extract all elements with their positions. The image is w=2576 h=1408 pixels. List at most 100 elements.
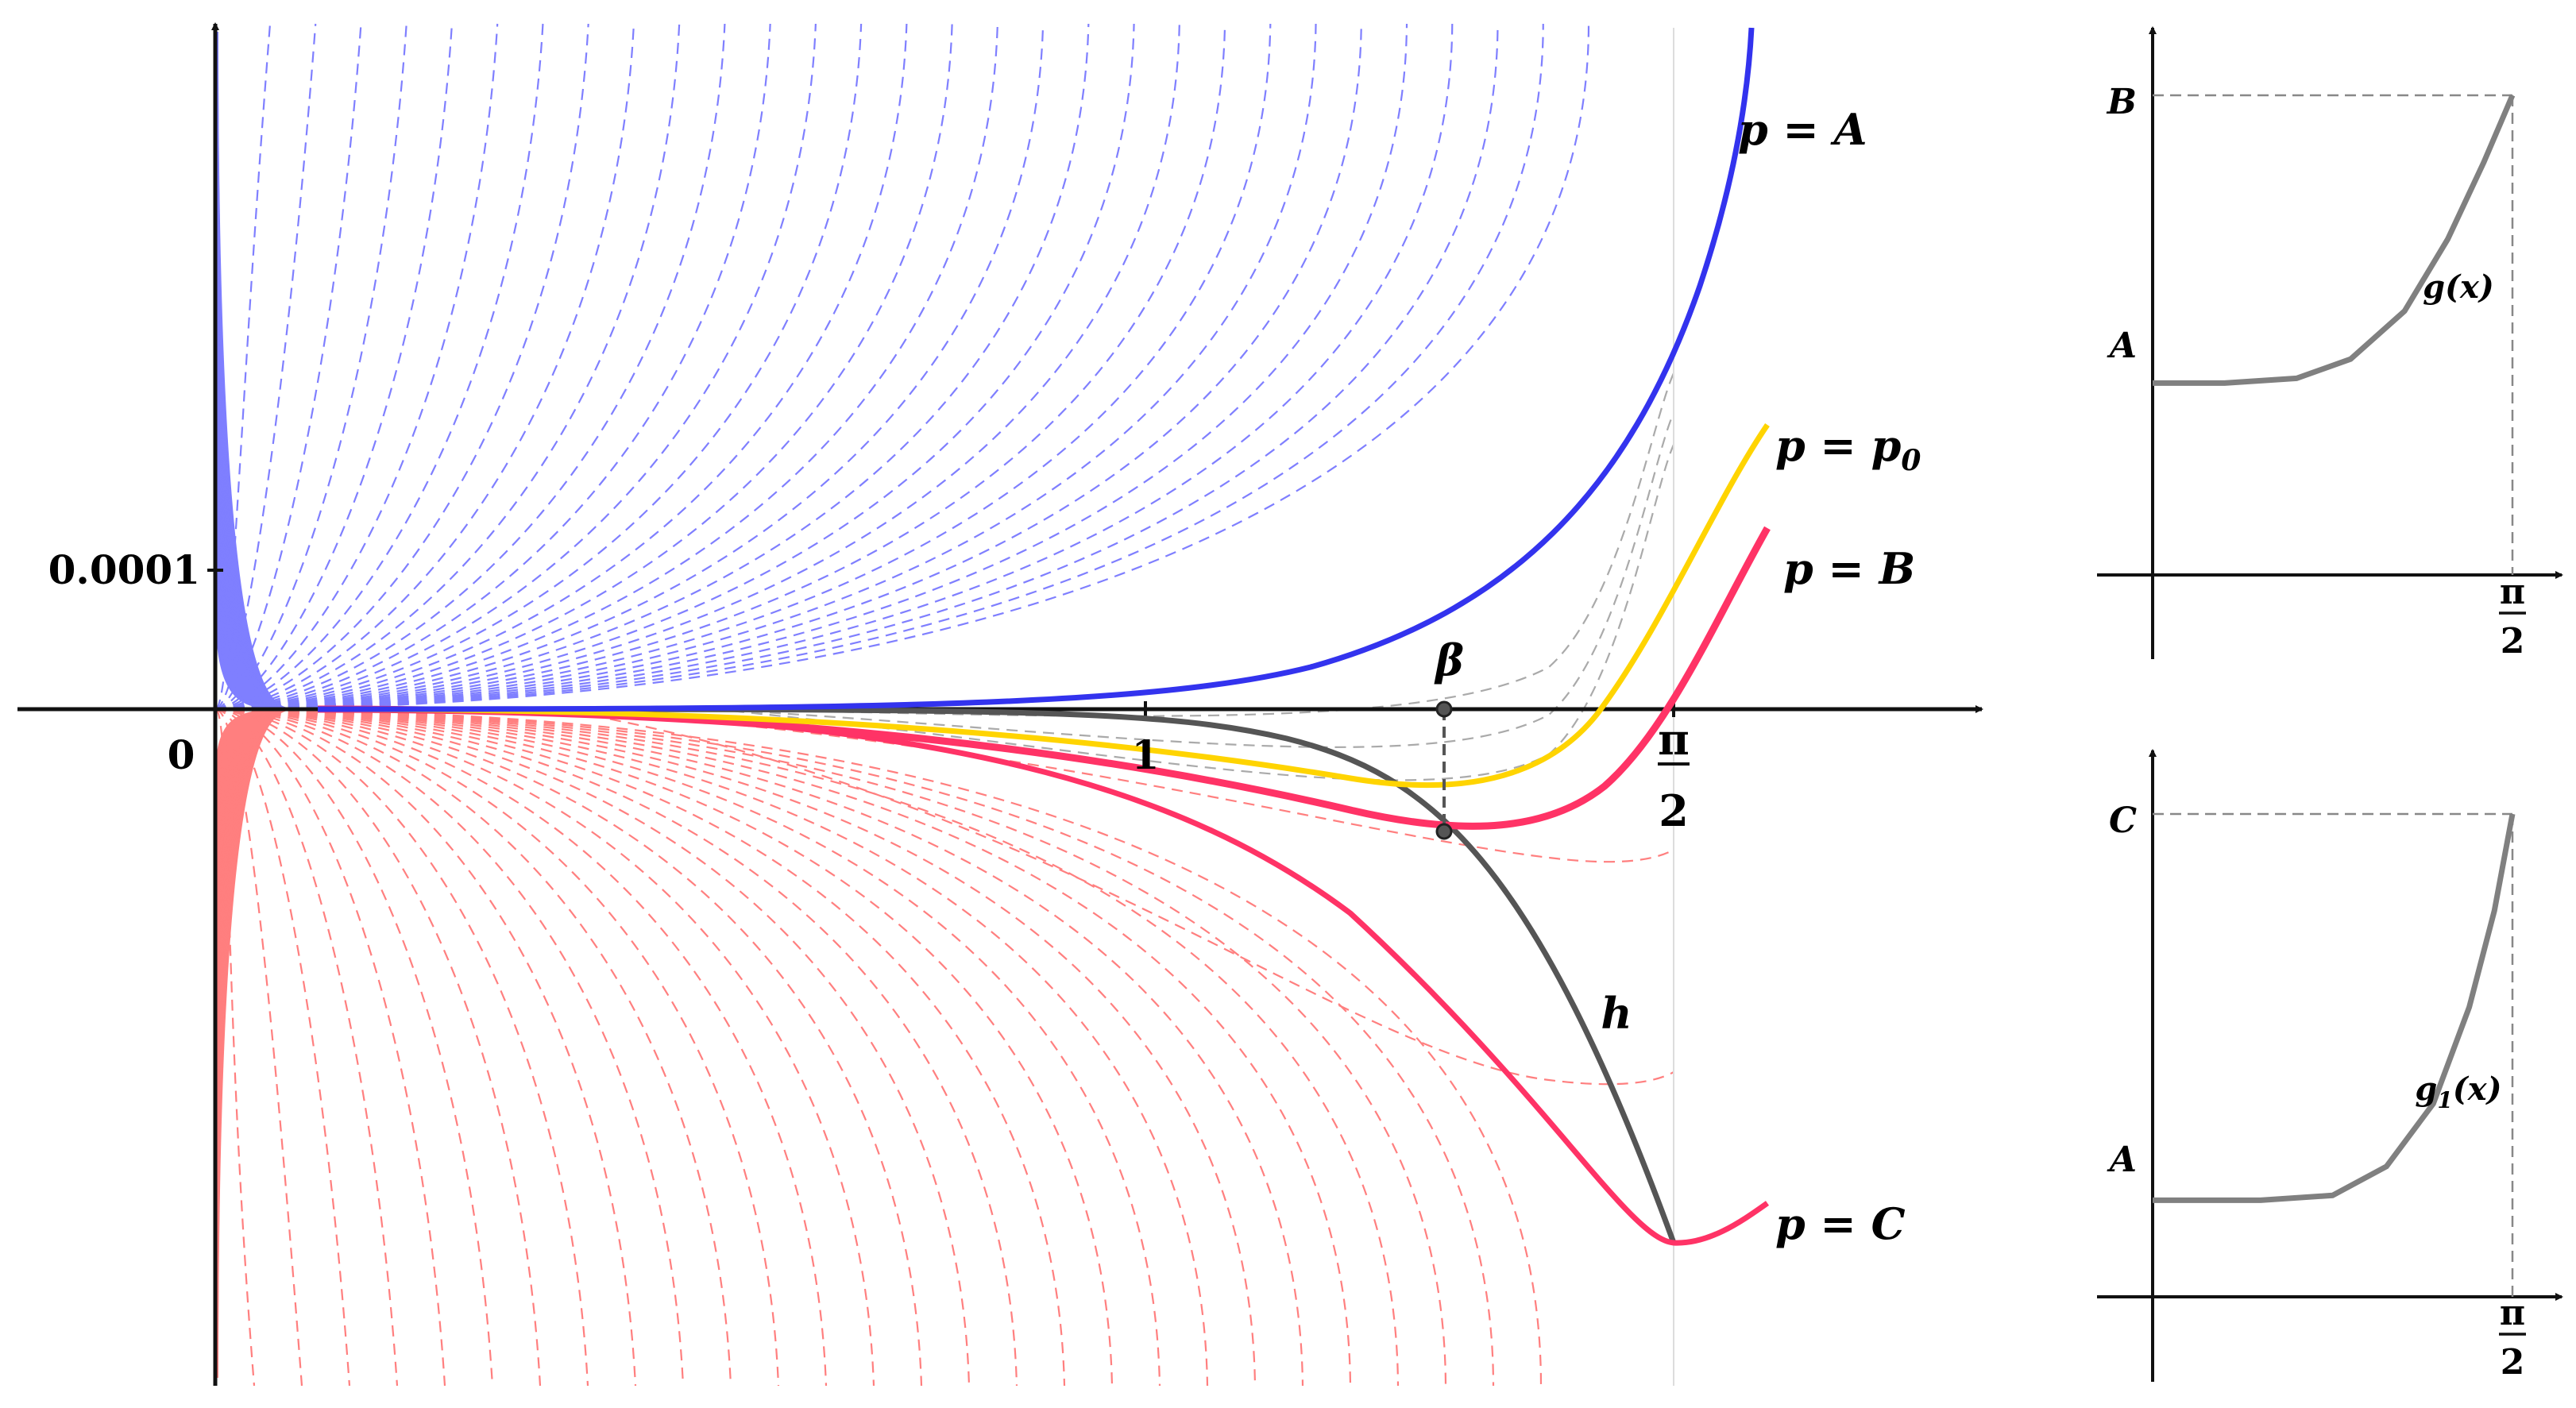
gray-dashed-curve [714,372,1675,717]
pi-half-numerator: π [1658,714,1690,765]
red-dashed-curve [214,708,1447,1387]
label-g1-x-sub: 1 [2437,1087,2452,1113]
inset-g1-x-tick-label: π 2 [2499,1293,2526,1383]
label-h: h [1601,988,1632,1039]
red-dashed-curve [214,708,685,1387]
inset-g-chart: B A g(x) π 2 [2097,26,2563,662]
blue-dashed-family [214,23,1590,711]
blue-dashed-curve [214,23,1454,711]
red-dashed-curve [214,708,1352,1387]
blue-dashed-curve [214,23,1045,711]
pi-half-denominator: 2 [1659,785,1689,836]
blue-dashed-curve [214,23,771,711]
red-dashed-curve [214,708,780,1387]
red-dashed-curve [214,708,732,1387]
label-g-x: g(x) [2423,268,2494,306]
red-dashed-curve [214,708,1018,1387]
y-tick-label-0.0001: 0.0001 [48,546,200,593]
gray-dashed-curve [714,444,1675,781]
blue-dashed-curve [214,23,1408,711]
blue-solid-fan [215,31,288,711]
blue-dashed-curve [214,23,1226,711]
inset-g1-label-c: C [2109,800,2137,841]
label-p-p0-sub: 0 [1901,444,1921,477]
blue-dashed-curve [214,23,726,711]
curve-g-x [2153,94,2516,386]
label-p-p0: p = p0 [1775,420,1921,477]
blue-dashed-curve [214,23,317,711]
red-dashed-curve [214,708,1209,1387]
curve-h [476,706,1677,1244]
label-p-p0-main: p = p [1775,420,1902,471]
x-tick-label-pi-half: π 2 [1658,714,1690,836]
blue-dashed-curve [214,23,817,711]
beta-label: β [1434,635,1464,685]
label-p-c: p = C [1775,1198,1906,1249]
red-dashed-curve [214,708,1066,1387]
red-dashed-curve [214,708,1114,1387]
inset-g-two: 2 [2501,621,2525,662]
red-dashed-curve [214,708,875,1387]
red-dashed-curve [214,708,446,1387]
blue-dashed-curve [214,23,544,711]
blue-dashed-curve [214,23,1272,711]
blue-dashed-curve [214,23,1544,711]
blue-dashed-curve [214,23,1135,711]
blue-dashed-curve [214,23,272,711]
red-dashed-curve [214,708,542,1387]
x-tick-label-1: 1 [1132,731,1160,778]
red-dashed-curve [214,708,637,1387]
main-curves [317,27,1771,1246]
main-chart: 0 0.0001 1 π 2 β p = A p = p0 p = B p = … [17,22,1983,1387]
curve-p-p0 [317,423,1770,789]
label-g1-x-base: g [2415,1070,2437,1108]
blue-dashed-curve [214,23,407,711]
beta-point [1435,700,1453,718]
inset-g1-two: 2 [2501,1342,2525,1383]
inset-g-label-b: B [2106,82,2137,122]
gray-dashed-curve [714,412,1675,748]
red-dashed-curve [214,708,828,1387]
intersection-point [1435,823,1453,840]
red-dashed-curve [214,708,1495,1387]
red-dashed-curve [214,708,494,1387]
curve-p-b [317,526,1771,830]
origin-label: 0 [168,731,195,778]
blue-dashed-curve [214,23,1362,711]
red-dashed-curve [555,708,1674,863]
blue-dashed-curve [214,23,1090,711]
label-p-a: p = A [1738,104,1867,155]
label-g1-x: g1(x) [2415,1070,2501,1113]
blue-dashed-curve [214,23,1499,711]
red-dashed-curve [214,708,1543,1387]
red-dashed-curve [214,708,1304,1387]
inset-g1-pi: π [2500,1293,2525,1333]
curve-p-c [396,706,1770,1246]
blue-dashed-curve [214,23,908,711]
red-dashed-family [214,708,1674,1387]
label-p-b: p = B [1783,543,1915,594]
red-dashed-curve [555,708,1674,1086]
red-dashed-curve [214,708,971,1387]
inset-g-x-tick-label: π 2 [2499,572,2526,662]
inset-g1-chart: C A g1(x) π 2 [2097,749,2563,1383]
blue-dashed-curve [214,23,635,711]
blue-dashed-curve [214,23,454,711]
blue-dashed-curve [214,23,681,711]
blue-dashed-curve [214,23,863,711]
red-dashed-curve [214,708,1257,1387]
inset-g-label-a: A [2107,326,2137,366]
blue-dashed-curve [214,23,1317,711]
red-solid-fan [215,708,288,1379]
red-dashed-curve [214,708,399,1387]
inset-g-pi: π [2500,572,2525,612]
red-dashed-curve [214,708,589,1387]
blue-dashed-curve [214,23,499,711]
curve-g1-x [2153,813,2516,1203]
blue-dashed-curve [214,23,1590,711]
inset-g1-label-a: A [2107,1140,2137,1180]
red-dashed-curve [214,708,1400,1387]
label-g1-x-tail: (x) [2453,1070,2502,1108]
blue-dashed-curve [214,23,953,711]
